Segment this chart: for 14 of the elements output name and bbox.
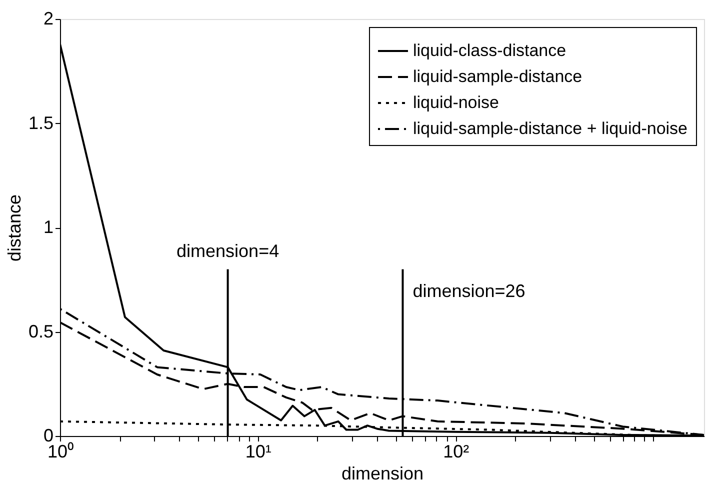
x-tick-label: 10¹	[245, 442, 272, 462]
annotation: dimension=4	[176, 241, 280, 262]
x-tick-label: 10²	[443, 442, 470, 462]
x-axis-title: dimension	[341, 464, 424, 484]
y-tick-label: 1	[43, 217, 54, 237]
legend-label: liquid-sample-distance + liquid-noise	[413, 119, 688, 138]
y-tick-label: 0.5	[28, 321, 54, 342]
y-axis-title: distance	[4, 194, 24, 262]
y-tick-label: 2	[43, 8, 54, 28]
legend-label: liquid-sample-distance	[413, 67, 582, 86]
annotation: dimension=26	[412, 281, 526, 302]
y-tick-label: 1.5	[28, 112, 54, 133]
legend-label: liquid-class-distance	[413, 41, 566, 60]
legend-label: liquid-noise	[413, 93, 499, 112]
